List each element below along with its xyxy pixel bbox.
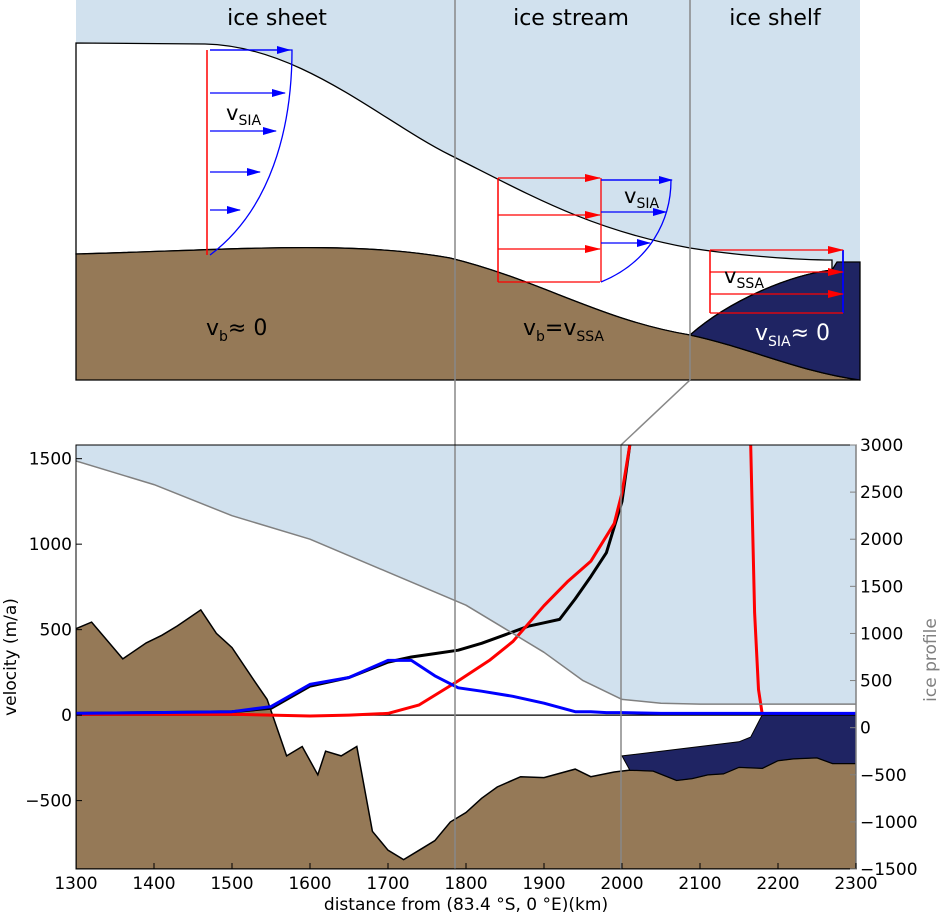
x-tick-label: 1600 <box>288 874 331 894</box>
shelf-bottom-label: vSIA≈ 0 <box>755 321 830 350</box>
y-left-tick-label: 500 <box>40 621 72 641</box>
y-right-tick-label: 0 <box>860 719 871 739</box>
x-tick-label: 1800 <box>444 874 487 894</box>
y-right-tick-label: −1500 <box>860 860 918 880</box>
x-tick-label: 1400 <box>132 874 175 894</box>
y-right-tick-label: 1500 <box>860 577 903 597</box>
x-tick-label: 2200 <box>756 874 799 894</box>
y-axis-right-ticks: 3000 2500 2000 1500 1000 500 0 −500 −1000 −1500 <box>850 436 918 880</box>
x-tick-label: 2100 <box>678 874 721 894</box>
y-left-tick-label: 1000 <box>29 535 72 555</box>
chart-ocean-fill <box>621 714 856 781</box>
y-right-tick-label: −1000 <box>860 813 918 833</box>
y-right-tick-label: 3000 <box>860 436 903 456</box>
velocity-chart: 1300 1400 1500 1600 1700 1800 1900 2000 2100 2200… <box>1 436 941 915</box>
y-axis-left-ticks: 1500 1000 500 0 −500 <box>25 450 82 812</box>
y-right-tick-label: 2000 <box>860 530 903 550</box>
series-layer <box>76 445 856 718</box>
y-left-tick-label: 1500 <box>29 450 72 470</box>
series-line-1 <box>76 445 632 718</box>
connector-shelf <box>620 379 691 446</box>
x-axis-ticks: 1300 1400 1500 1600 1700 1800 1900 2000 2100 2200… <box>54 863 878 894</box>
x-tick-label: 2300 <box>834 874 877 894</box>
y-axis-left-label: velocity (m/a) <box>1 598 21 716</box>
label-ice-stream: ice stream <box>513 6 629 31</box>
x-tick-label: 1700 <box>366 874 409 894</box>
y-right-tick-label: 1000 <box>860 624 903 644</box>
shelf-velocity-profile: vSSA <box>709 246 844 314</box>
series-line-3 <box>76 658 856 715</box>
chart-sky-fill <box>76 445 856 705</box>
stream-vsia-label: vSIA <box>624 184 659 212</box>
bed-stream-label: vb=vSSA <box>523 316 604 345</box>
x-tick-label: 1300 <box>54 874 97 894</box>
y-right-tick-label: 500 <box>860 672 892 692</box>
label-ice-sheet: ice sheet <box>227 6 327 31</box>
y-left-tick-label: 0 <box>61 706 72 726</box>
y-right-tick-label: 2500 <box>860 483 903 503</box>
x-axis-label: distance from (83.4 °S, 0 °E)(km) <box>324 895 608 915</box>
y-left-tick-label: −500 <box>25 792 72 812</box>
x-tick-label: 1500 <box>210 874 253 894</box>
stream-velocity-profile: vSIA <box>497 174 673 283</box>
x-tick-label: 1900 <box>522 874 565 894</box>
sheet-velocity-profile: vSIA <box>206 46 293 256</box>
series-line-4 <box>76 460 856 705</box>
schematic-panel: ice sheet ice stream ice shelf vSIA <box>75 0 861 381</box>
series-line-2 <box>749 445 764 716</box>
shelf-vssa-label: vSSA <box>724 264 764 292</box>
sheet-vsia-label: vSIA <box>226 101 261 129</box>
y-right-tick-label: −500 <box>860 766 907 786</box>
bed-sheet-label: vb≈ 0 <box>206 316 267 345</box>
label-ice-shelf: ice shelf <box>729 6 822 31</box>
ocean-schematic <box>688 261 861 381</box>
y-axis-right-label: ice profile <box>921 618 941 702</box>
x-tick-label: 2000 <box>600 874 643 894</box>
